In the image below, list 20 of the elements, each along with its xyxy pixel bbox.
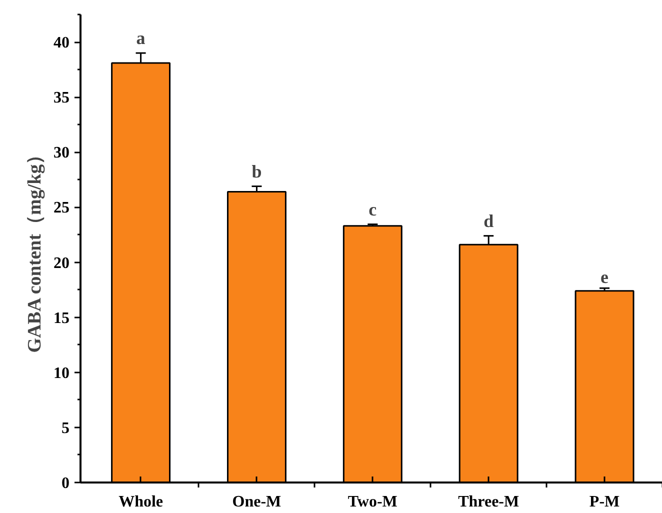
- x-tick-label: P-M: [589, 494, 620, 510]
- annotation: c: [368, 199, 377, 220]
- annotation: d: [484, 210, 494, 231]
- x-tick-label: One-M: [232, 494, 282, 510]
- y-tick-label: 35: [54, 90, 70, 107]
- annotation: a: [136, 28, 146, 48]
- x-tick-label: Whole: [118, 494, 164, 510]
- y-tick-label: 25: [54, 200, 70, 217]
- x-tick-label: Three-M: [458, 494, 520, 510]
- y-tick-label: 5: [62, 420, 70, 437]
- x-tick-label: Two-M: [348, 494, 398, 510]
- y-tick-label: 20: [54, 254, 70, 272]
- y-tick-label: 10: [54, 364, 70, 382]
- y-tick-label: 0: [62, 475, 70, 492]
- annotation: b: [252, 161, 262, 182]
- y-tick-label: 40: [54, 34, 70, 52]
- y-tick-label: 30: [54, 144, 70, 162]
- y-axis-title: GABA content（mg/kg）: [24, 145, 46, 353]
- y-tick-label: 15: [54, 310, 70, 327]
- annotation: e: [600, 267, 609, 288]
